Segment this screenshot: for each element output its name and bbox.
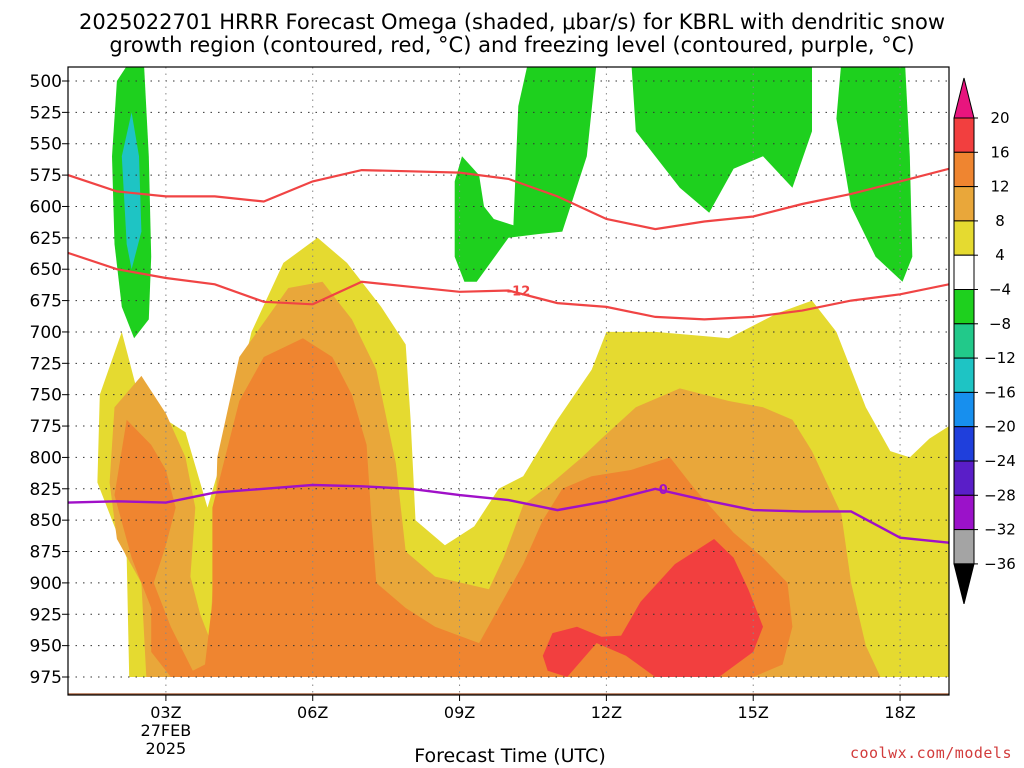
- y-tick-label: 575: [30, 166, 62, 186]
- omega-region-6: [836, 67, 913, 282]
- colorbar: 20 16 12 8 4 −4 −8 −12 −16 −20 −24 −28 −32 −36: [953, 77, 1016, 605]
- colorbar-label: 16: [990, 143, 1009, 161]
- chart-title-line-2: growth region (contoured, red, °C) and f…: [109, 33, 915, 57]
- colorbar-label: 4: [995, 246, 1005, 264]
- colorbar-bin: [953, 151, 975, 188]
- omega-shading-layer: [68, 67, 949, 695]
- y-tick-label: 700: [30, 323, 62, 343]
- colorbar-bin: [953, 117, 975, 153]
- y-tick-label: 750: [30, 386, 62, 406]
- x-tick-label: 06Z: [297, 703, 328, 722]
- x-tick-sublabel: 2025: [146, 739, 187, 758]
- omega-region-3: [542, 539, 763, 677]
- colorbar-label: 12: [990, 178, 1009, 196]
- y-tick-label: 850: [30, 511, 62, 531]
- dgz-contour--12: [68, 251, 949, 321]
- chart-title-line-1: 2025022701 HRRR Forecast Omega (shaded, …: [78, 10, 945, 34]
- y-tick-label: 650: [30, 260, 62, 280]
- colorbar-bin: [953, 186, 975, 222]
- colorbar-label: 20: [990, 109, 1009, 127]
- terrain-band: [68, 693, 949, 695]
- colorbar-bottom-triangle: [953, 563, 975, 605]
- dgz-contour-label: -12: [507, 285, 531, 300]
- freezing-level-line: [68, 483, 949, 544]
- y-tick-label: 625: [30, 229, 62, 249]
- colorbar-label: −24: [984, 452, 1016, 470]
- colorbar-label: −36: [984, 555, 1016, 573]
- plot-frame: [67, 66, 950, 696]
- y-tick-label: 525: [30, 103, 62, 123]
- colorbar-label: −4: [989, 281, 1011, 299]
- colorbar-bin: [953, 289, 975, 325]
- colorbar-label: −8: [989, 315, 1011, 333]
- colorbar-bin: [953, 220, 975, 256]
- y-tick-label: 950: [30, 637, 62, 657]
- y-tick-label: 975: [30, 668, 62, 688]
- dgz-contour--18: [68, 167, 949, 231]
- y-tick-label: 675: [30, 292, 62, 312]
- x-tick-label: 12Z: [591, 703, 622, 722]
- x-tick-label: 09Z: [444, 703, 475, 722]
- x-tick-label: 18Z: [884, 703, 915, 722]
- y-tick-label: 725: [30, 354, 62, 374]
- x-tick-label: 15Z: [738, 703, 769, 722]
- colorbar-bin: [953, 529, 975, 565]
- y-tick-label: 875: [30, 543, 62, 563]
- colorbar-bin: [953, 460, 975, 496]
- colorbar-label: −20: [984, 418, 1016, 436]
- colorbar-top-triangle: [953, 77, 975, 119]
- y-tick-label: 825: [30, 480, 62, 500]
- colorbar-bin: [953, 254, 975, 290]
- colorbar-label: −12: [984, 349, 1016, 367]
- y-tick-label: 500: [30, 72, 62, 92]
- y-tick-label: 550: [30, 135, 62, 155]
- colorbar-bin: [953, 494, 975, 531]
- colorbar-label: −16: [984, 383, 1016, 401]
- colorbar-label: −32: [984, 521, 1016, 539]
- colorbar-bin: [953, 357, 975, 393]
- colorbar-bin: [953, 426, 975, 462]
- y-tick-label: 925: [30, 605, 62, 625]
- axis-layer: 500 525 550 575 600 625 650 675 700 725 750 775 800 8…: [30, 72, 916, 758]
- y-tick-label: 900: [30, 574, 62, 594]
- colorbar-bin: [953, 323, 975, 359]
- colorbar-bin: [953, 391, 975, 428]
- y-tick-label: 600: [30, 197, 62, 217]
- credit-text: coolwx.com/models: [849, 744, 1012, 762]
- freezing-level-label: 0: [659, 483, 668, 498]
- y-tick-label: 775: [30, 417, 62, 437]
- colorbar-label: 8: [995, 212, 1005, 230]
- omega-region-2: [114, 338, 793, 677]
- x-tick-label: 03Z: [150, 703, 181, 722]
- omega-region-7: [121, 112, 142, 270]
- x-tick-sublabel: 27FEB: [141, 721, 192, 740]
- x-axis-label: Forecast Time (UTC): [414, 745, 605, 767]
- y-tick-label: 800: [30, 448, 62, 468]
- colorbar-label: −28: [984, 486, 1016, 504]
- contour-layer: -12 0: [68, 167, 949, 544]
- omega-region-5: [454, 67, 812, 282]
